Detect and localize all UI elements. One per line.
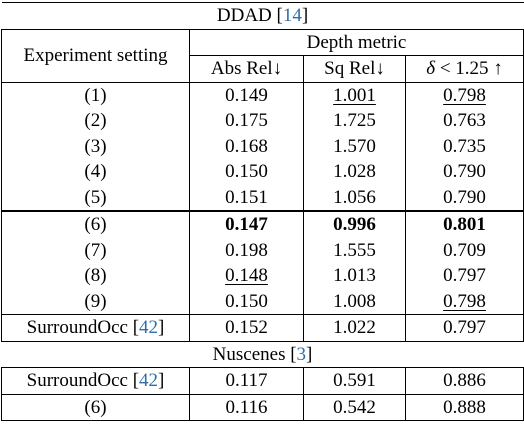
experiment-setting-header: Experiment setting: [1, 28, 190, 83]
table-row: (6) 0.147 0.996 0.801: [1, 210, 524, 238]
setting-cell: (7): [1, 237, 190, 263]
delta-cell: 0.735: [405, 133, 524, 159]
surroundocc-citation[interactable]: 42: [139, 370, 159, 392]
table-row: (2) 0.175 1.725 0.763: [1, 108, 524, 134]
abs-rel-cell: 0.149: [189, 82, 304, 108]
setting-cell: (6): [1, 210, 190, 238]
setting-cell: SurroundOcc [42]: [1, 314, 190, 342]
delta-cell: 0.763: [405, 108, 524, 134]
sq-rel-cell: 1.028: [303, 159, 406, 185]
sq-rel-cell: 1.001: [303, 82, 406, 108]
abs-rel-cell: 0.150: [189, 159, 304, 185]
abs-rel-cell: 0.117: [189, 367, 304, 395]
sq-rel-cell: 1.022: [303, 314, 406, 342]
nuscenes-title-row: Nuscenes [3]: [1, 341, 524, 368]
results-table: DDAD [14] Experiment setting Depth metri…: [1, 2, 524, 421]
sq-rel-cell: 0.591: [303, 367, 406, 395]
sq-rel-cell: 1.570: [303, 133, 406, 159]
setting-cell: (8): [1, 263, 190, 289]
delta-cell: 0.798: [405, 82, 524, 108]
delta-cell: 0.801: [405, 210, 524, 238]
header-row-1: Experiment setting Depth metric: [1, 28, 524, 83]
header-row-2: Abs Rel↓ Sq Rel↓ δ < 1.25 ↑: [2, 55, 524, 83]
setting-cell: (3): [1, 133, 190, 159]
sq-rel-cell: 0.542: [303, 394, 406, 421]
sq-rel-cell: 1.008: [303, 288, 406, 315]
table-row: (5) 0.151 1.056 0.790: [1, 184, 524, 211]
abs-rel-cell: 0.168: [189, 133, 304, 159]
delta-cell: 0.709: [405, 237, 524, 263]
setting-cell: (1): [1, 82, 190, 108]
abs-rel-cell: 0.152: [189, 314, 304, 342]
sq-rel-cell: 1.725: [303, 108, 406, 134]
nuscenes-citation[interactable]: 3: [296, 343, 307, 365]
table-row: (7) 0.198 1.555 0.709: [1, 237, 524, 263]
table-row: (1) 0.149 1.001 0.798: [1, 82, 524, 108]
abs-rel-cell: 0.147: [189, 210, 304, 238]
ddad-title-row: DDAD [14]: [1, 2, 524, 29]
setting-cell: (9): [1, 288, 190, 315]
delta-cell: 0.798: [405, 288, 524, 315]
delta-cell: 0.797: [405, 263, 524, 289]
delta-cell: 0.790: [405, 184, 524, 211]
sq-rel-cell: 0.996: [303, 210, 406, 238]
table-row: (3) 0.168 1.570 0.735: [1, 133, 524, 159]
abs-rel-cell: 0.151: [189, 184, 304, 211]
delta-header: δ < 1.25 ↑: [405, 55, 524, 83]
abs-rel-cell: 0.148: [189, 263, 304, 289]
delta-cell: 0.888: [405, 394, 524, 421]
depth-metric-header: Depth metric: [189, 28, 524, 56]
surroundocc-citation[interactable]: 42: [139, 317, 159, 339]
ddad-citation[interactable]: 14: [282, 5, 302, 27]
table-row: (6) 0.116 0.542 0.888: [1, 394, 524, 421]
delta-cell: 0.886: [405, 367, 524, 395]
ddad-title: DDAD [14]: [1, 2, 524, 29]
table-row: (4) 0.150 1.028 0.790: [1, 159, 524, 185]
abs-rel-cell: 0.198: [189, 237, 304, 263]
table-row: (8) 0.148 1.013 0.797: [1, 263, 524, 289]
sq-rel-cell: 1.555: [303, 237, 406, 263]
setting-cell: (5): [1, 184, 190, 211]
table-row: (9) 0.150 1.008 0.798: [1, 288, 524, 315]
setting-cell: (2): [1, 108, 190, 134]
abs-rel-header: Abs Rel↓: [189, 55, 304, 83]
sq-rel-cell: 1.013: [303, 263, 406, 289]
sq-rel-header: Sq Rel↓: [303, 55, 406, 83]
nuscenes-title: Nuscenes [3]: [1, 341, 524, 368]
sq-rel-cell: 1.056: [303, 184, 406, 211]
delta-cell: 0.797: [405, 314, 524, 342]
abs-rel-cell: 0.116: [189, 394, 304, 421]
abs-rel-cell: 0.150: [189, 288, 304, 315]
setting-cell: (6): [1, 394, 190, 421]
table-row: SurroundOcc [42] 0.117 0.591 0.886: [1, 367, 524, 395]
table-row: SurroundOcc [42] 0.152 1.022 0.797: [1, 314, 524, 342]
abs-rel-cell: 0.175: [189, 108, 304, 134]
setting-cell: SurroundOcc [42]: [1, 367, 190, 395]
delta-cell: 0.790: [405, 159, 524, 185]
setting-cell: (4): [1, 159, 190, 185]
